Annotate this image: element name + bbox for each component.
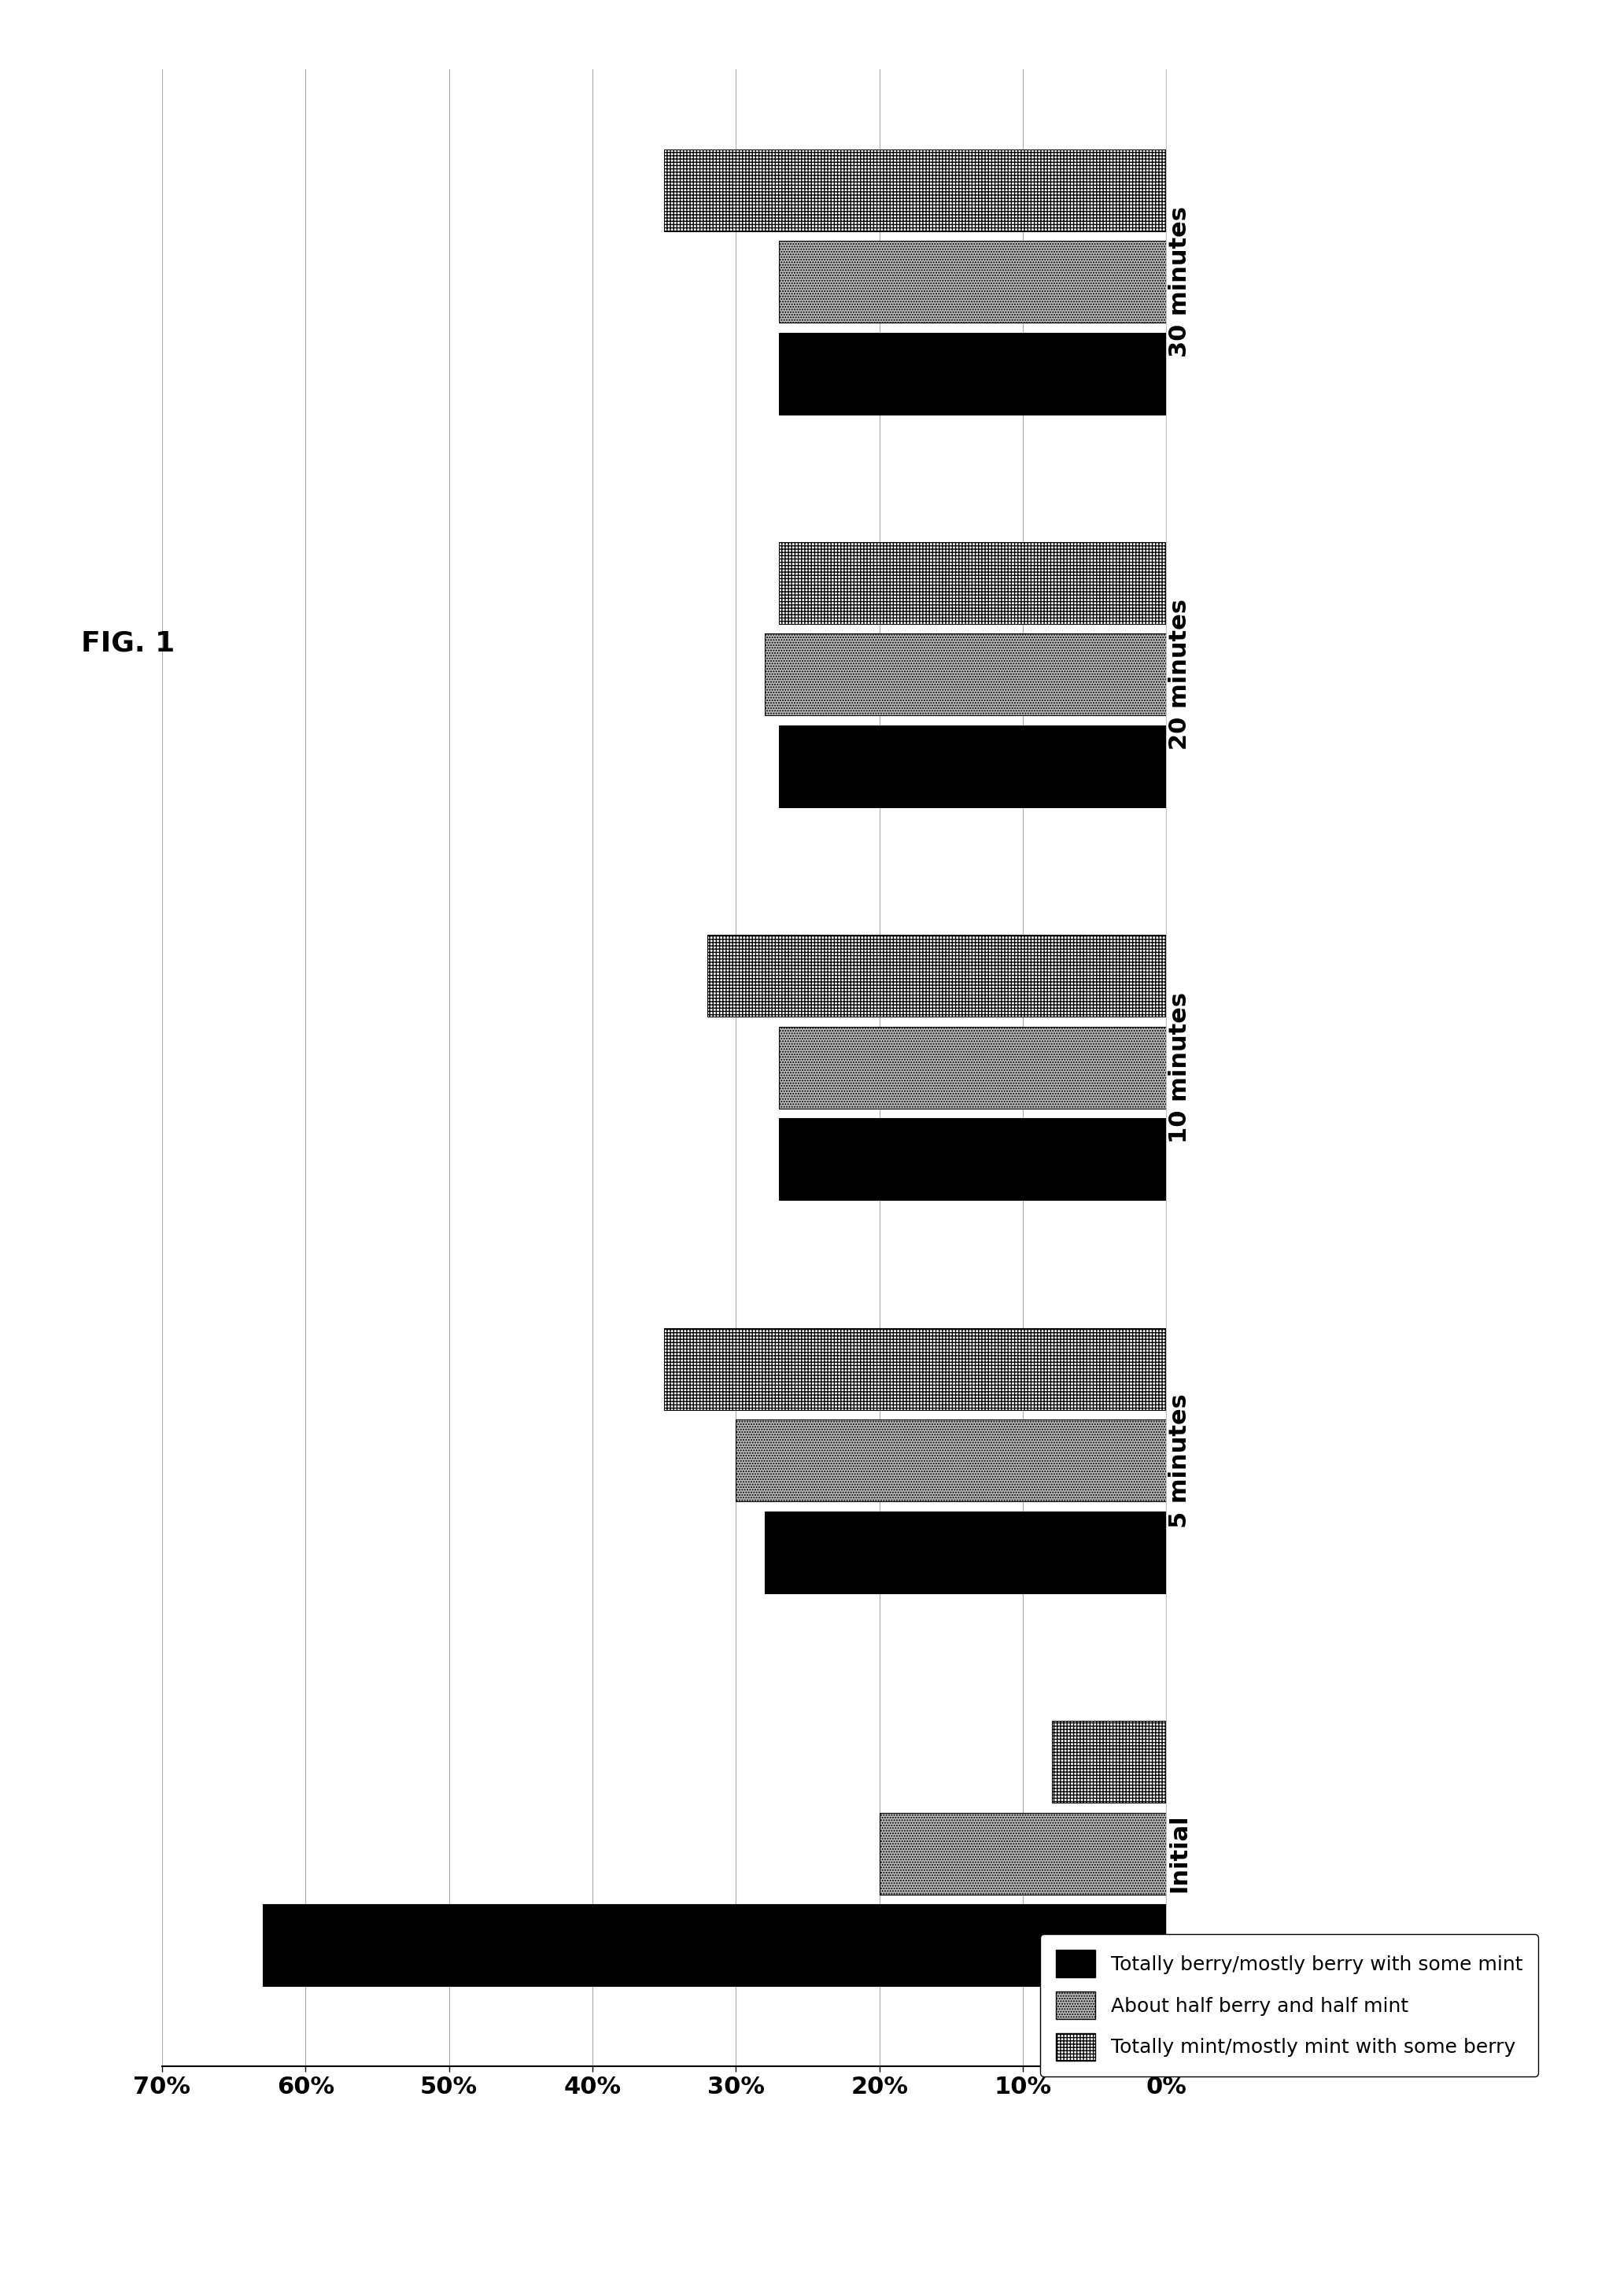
Bar — [1051, 1722, 1166, 1802]
Bar — [779, 726, 1166, 808]
Bar — [262, 1903, 1166, 1986]
Text: FIG. 1: FIG. 1 — [81, 629, 175, 657]
Bar — [765, 1511, 1166, 1593]
Bar — [708, 934, 1166, 1017]
Legend: Totally berry/mostly berry with some mint, About half berry and half mint, Total: Totally berry/mostly berry with some min… — [1040, 1933, 1539, 2076]
Bar — [779, 333, 1166, 413]
Bar — [765, 634, 1166, 716]
Bar — [735, 1419, 1166, 1502]
Bar — [880, 1812, 1166, 1894]
Bar — [779, 1118, 1166, 1201]
Bar — [664, 149, 1166, 232]
Bar — [779, 542, 1166, 625]
Bar — [779, 1026, 1166, 1109]
Bar — [779, 241, 1166, 324]
Bar — [664, 1327, 1166, 1410]
